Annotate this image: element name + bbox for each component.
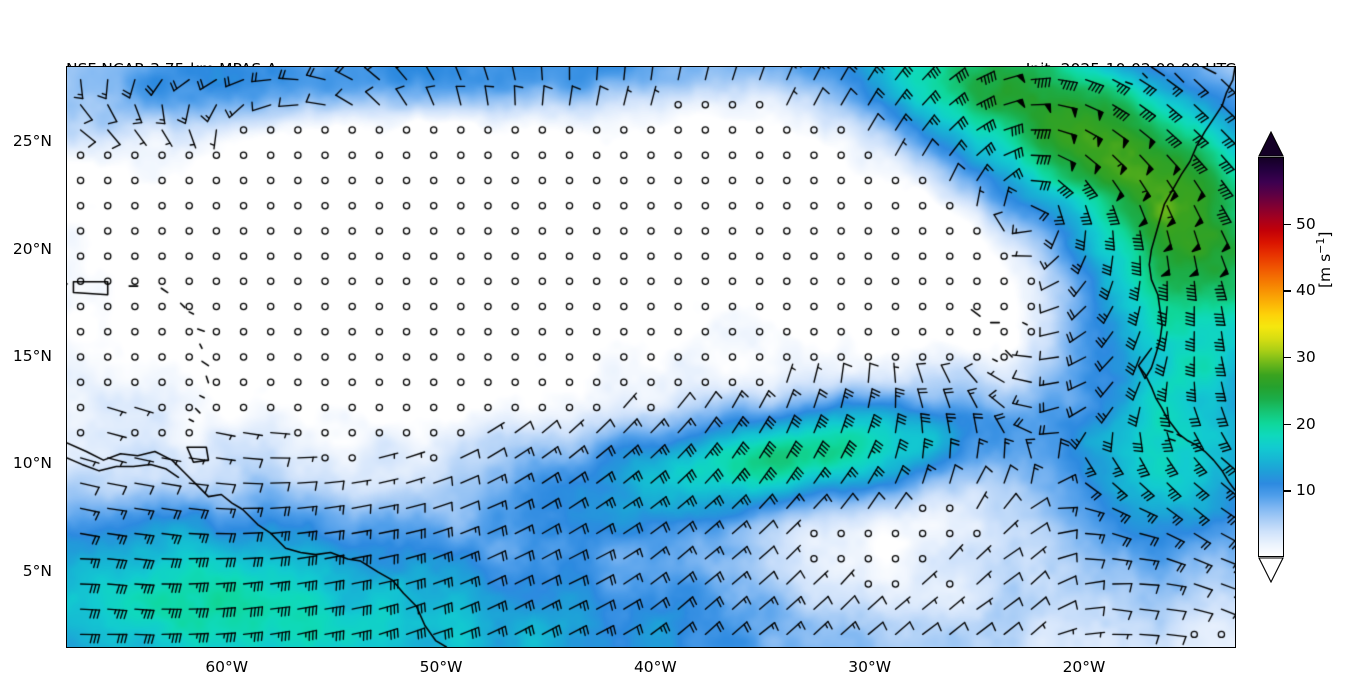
colorbar-tick-label: 30 — [1296, 348, 1316, 366]
x-tick-label: 50°W — [419, 658, 463, 676]
colorbar-tick-label: 40 — [1296, 281, 1316, 300]
colorbar-tick — [1284, 223, 1291, 226]
colorbar-units-exponent: −1 — [1314, 237, 1327, 254]
wind-speed-map — [67, 67, 1235, 647]
colorbar[interactable] — [1258, 131, 1284, 583]
colorbar-extend-top-arrow — [1258, 131, 1284, 157]
map-plot-area[interactable] — [66, 66, 1236, 648]
colorbar-tick-label: 50 — [1296, 214, 1316, 233]
x-tick-label: 60°W — [205, 658, 249, 676]
x-tick-label: 40°W — [633, 658, 677, 676]
colorbar-tick — [1284, 423, 1291, 426]
colorbar-tick-label: 10 — [1296, 481, 1316, 500]
colorbar-tick — [1284, 357, 1291, 359]
y-tick-label: 5°N — [22, 561, 52, 580]
colorbar-axis-label: [m s−1] — [1314, 231, 1335, 288]
colorbar-tick — [1284, 490, 1291, 492]
x-tick-label: 30°W — [848, 658, 892, 676]
colorbar-tick — [1284, 290, 1291, 292]
y-tick-label: 20°N — [12, 239, 52, 258]
y-tick-label: 15°N — [12, 347, 52, 365]
colorbar-gradient-body — [1258, 157, 1284, 557]
colorbar-extend-bottom-arrow — [1258, 557, 1284, 583]
colorbar-tick-label: 20 — [1296, 414, 1316, 433]
y-tick-label: 10°N — [12, 454, 52, 473]
y-tick-label: 25°N — [12, 132, 52, 151]
x-tick-label: 20°W — [1062, 658, 1106, 676]
